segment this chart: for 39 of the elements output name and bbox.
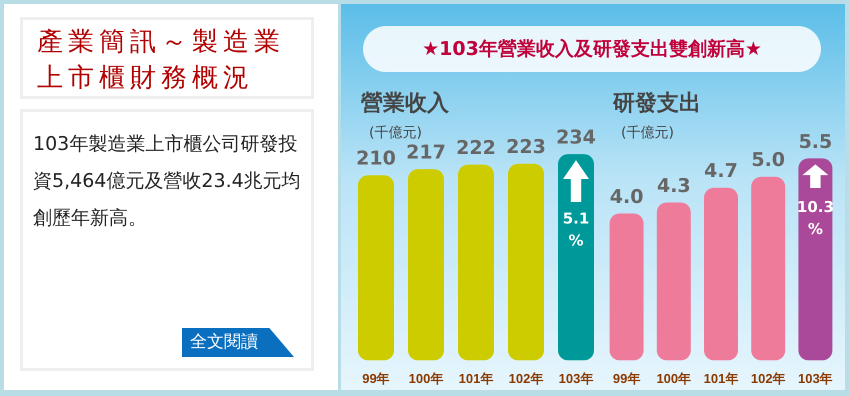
x-tick-label: 100年 [408,370,444,386]
bar [610,213,644,360]
bar [751,176,786,360]
x-tick-label: 101年 [458,370,494,386]
data-label: 217 [406,142,446,164]
bar [798,158,832,360]
x-tick-label: 103年 [798,370,833,386]
bar [558,154,594,360]
x-tick-label: 101年 [704,370,738,386]
bar [704,188,738,360]
x-tick-label: 102年 [508,370,544,386]
data-label: 4.7 [704,160,738,182]
data-label: 222 [456,137,496,160]
annotation: 5.1 % [562,209,590,250]
bar [358,175,394,360]
text: 全文閱讀 [182,328,294,357]
bar [458,164,494,360]
data-label: 234 [556,126,596,149]
data-label: 4.0 [610,186,644,208]
bar [508,164,544,360]
x-tick-label: 99年 [612,370,640,386]
x-tick-label: 103年 [558,370,594,386]
x-tick-label: 99年 [362,370,390,386]
chart-subtitle: (千億元) [369,124,422,142]
data-label: 223 [506,136,546,158]
data-label: 4.3 [656,174,691,197]
bar [656,202,691,360]
chart-title: 營業收入 [361,90,449,118]
x-tick-label: 100年 [656,370,692,386]
text: 103年製造業上市櫃公司研發投資5,464億元及營收23.4兆元均創歷年新高。 [33,133,301,229]
chart-title: 研發支出 [613,90,701,118]
text: 產業簡訊～製造業上市櫃財務概況 [20,17,314,99]
bar [408,169,444,360]
text: ★103年營業收入及研發支出雙創新高★ [363,26,821,72]
data-label: 210 [356,148,396,170]
chart-subtitle: (千億元) [621,124,674,142]
data-label: 5.5 [798,130,832,153]
data-label: 5.0 [751,149,786,172]
x-tick-label: 102年 [750,370,786,386]
